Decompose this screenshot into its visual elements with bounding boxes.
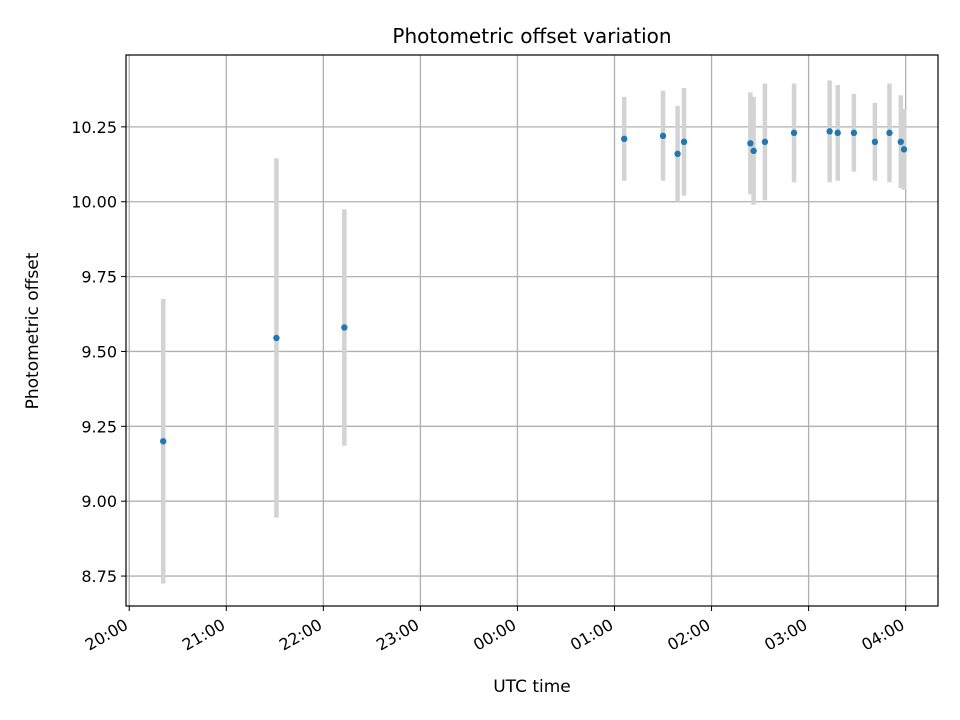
data-point bbox=[790, 129, 798, 137]
plot-frame bbox=[125, 54, 939, 607]
data-point bbox=[900, 146, 908, 153]
data-point bbox=[160, 438, 167, 445]
chart-title: Photometric offset variation bbox=[392, 24, 671, 48]
y-tick-label: 9.00 bbox=[81, 492, 117, 511]
y-tick-label: 8.75 bbox=[81, 567, 117, 586]
data-point bbox=[674, 150, 681, 158]
data-points bbox=[160, 128, 908, 445]
data-point bbox=[273, 334, 280, 342]
data-point bbox=[659, 132, 667, 140]
data-point bbox=[620, 135, 628, 143]
data-point bbox=[850, 129, 858, 137]
y-tick-label: 9.50 bbox=[81, 342, 117, 361]
x-axis-title: UTC time bbox=[493, 677, 571, 697]
y-tick-label: 10.00 bbox=[71, 193, 117, 212]
y-tick-label: 9.75 bbox=[81, 268, 117, 287]
data-point bbox=[897, 138, 904, 146]
data-point bbox=[826, 128, 833, 135]
data-point bbox=[886, 129, 893, 137]
grid bbox=[126, 55, 938, 606]
data-point bbox=[747, 140, 754, 147]
data-point bbox=[750, 147, 757, 155]
y-tick-label: 9.25 bbox=[81, 417, 117, 436]
data-point bbox=[761, 138, 769, 146]
data-point bbox=[834, 129, 841, 137]
data-point bbox=[680, 138, 688, 146]
data-point bbox=[341, 324, 348, 331]
y-axis-title: Photometric offset bbox=[23, 252, 43, 409]
data-point bbox=[871, 138, 879, 146]
y-tick-label: 10.25 bbox=[71, 118, 117, 137]
